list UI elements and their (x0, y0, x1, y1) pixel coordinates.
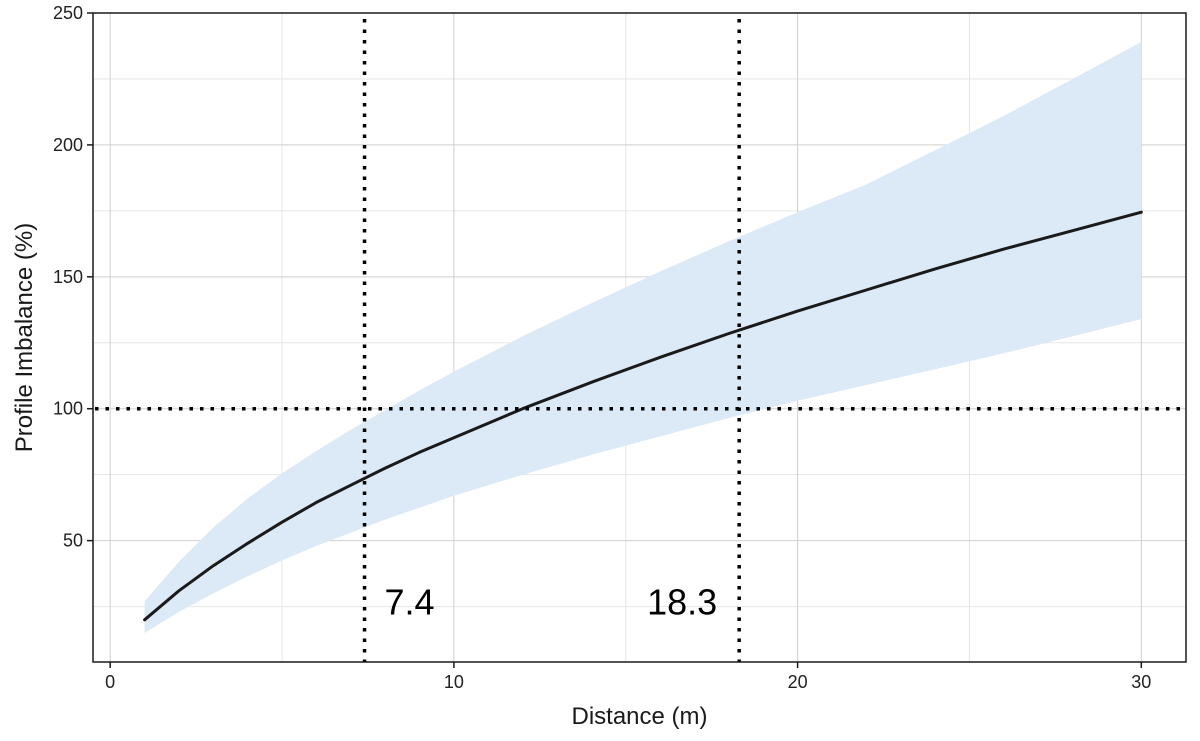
reference-value-label: 18.3 (647, 581, 717, 622)
reference-lines-layer (95, 19, 1186, 662)
x-axis-title: Distance (m) (571, 703, 707, 730)
y-tick-label: 200 (53, 135, 83, 155)
x-tick-label: 10 (444, 672, 464, 692)
x-tick-label: 0 (105, 672, 115, 692)
x-tick-label: 20 (788, 672, 808, 692)
y-tick-label: 250 (53, 3, 83, 23)
series-line (143, 210, 1143, 622)
series-line-layer (143, 210, 1143, 622)
confidence-band-layer (144, 42, 1142, 633)
confidence-band (144, 42, 1142, 633)
y-axis-title: Profile Imbalance (%) (11, 223, 38, 452)
y-tick-label: 50 (63, 531, 83, 551)
plot-frame (92, 12, 1187, 663)
reference-value-label: 7.4 (385, 581, 435, 622)
tick-layer: 0 10 20 30 50 100 150 200 250 (53, 3, 1151, 692)
x-tick-label: 30 (1131, 672, 1151, 692)
y-tick-label: 150 (53, 267, 83, 287)
annotation-layer: 7.4 18.3 (385, 581, 718, 622)
y-tick-label: 100 (53, 399, 83, 419)
